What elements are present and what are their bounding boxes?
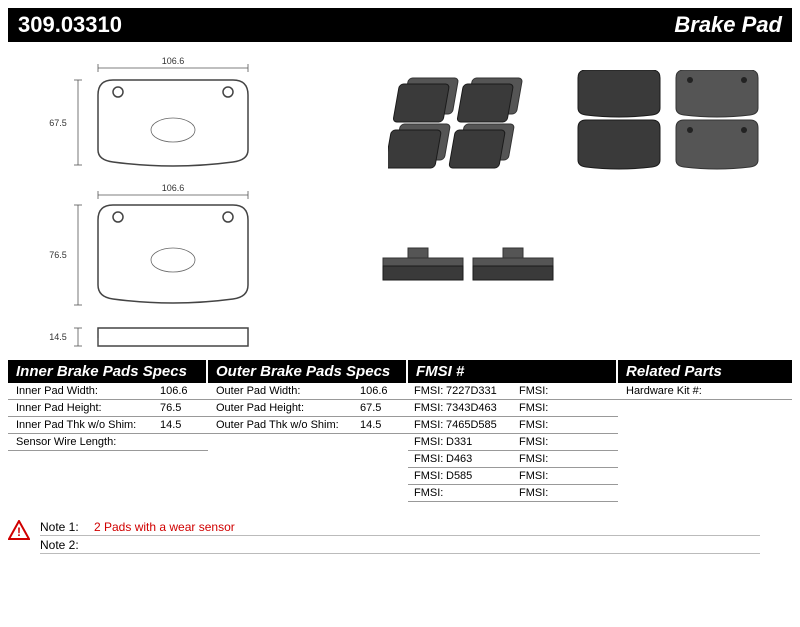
dim-top-height: 67.5 bbox=[49, 118, 67, 128]
header-bar: 309.03310 Brake Pad bbox=[8, 8, 792, 42]
inner-specs-heading: Inner Brake Pads Specs bbox=[8, 360, 208, 383]
notes-section: ! Note 1: 2 Pads with a wear sensor Note… bbox=[8, 520, 792, 556]
engineering-drawing: 106.6 67.5 106.6 76.5 14.5 bbox=[28, 50, 288, 360]
spec-row: Outer Pad Width:106.6 bbox=[208, 383, 408, 400]
warning-icon: ! bbox=[8, 520, 30, 540]
related-heading: Related Parts bbox=[618, 360, 792, 383]
spec-row: Inner Pad Height:76.5 bbox=[8, 400, 208, 417]
fmsi-heading: FMSI # bbox=[408, 360, 618, 383]
dim-side-thickness: 14.5 bbox=[49, 332, 67, 342]
fmsi-subcol-1: FMSI:7227D331 FMSI:7343D463 FMSI:7465D58… bbox=[408, 383, 513, 502]
pad-photo-iso bbox=[388, 70, 528, 170]
svg-text:!: ! bbox=[17, 525, 21, 539]
fmsi-col: FMSI # FMSI:7227D331 FMSI:7343D463 FMSI:… bbox=[408, 360, 618, 502]
outer-specs-col: Outer Brake Pads Specs Outer Pad Width:1… bbox=[208, 360, 408, 502]
spec-row: Sensor Wire Length: bbox=[8, 434, 208, 451]
note-1: Note 1: 2 Pads with a wear sensor bbox=[40, 520, 760, 536]
spec-row: Outer Pad Height:67.5 bbox=[208, 400, 408, 417]
pad-photo-front bbox=[568, 70, 768, 170]
inner-specs-col: Inner Brake Pads Specs Inner Pad Width:1… bbox=[8, 360, 208, 502]
dim-bottom-height: 76.5 bbox=[49, 250, 67, 260]
fmsi-subcol-2: FMSI: FMSI: FMSI: FMSI: FMSI: FMSI: FMSI… bbox=[513, 383, 618, 502]
dim-bottom-width: 106.6 bbox=[162, 183, 185, 193]
specs-section: Inner Brake Pads Specs Inner Pad Width:1… bbox=[8, 360, 792, 502]
image-area: 106.6 67.5 106.6 76.5 14.5 bbox=[8, 50, 792, 360]
related-parts-col: Related Parts Hardware Kit #: bbox=[618, 360, 792, 502]
spec-row: Inner Pad Thk w/o Shim:14.5 bbox=[8, 417, 208, 434]
pad-photo-side bbox=[378, 240, 558, 290]
note-2: Note 2: bbox=[40, 538, 760, 554]
spec-row: Inner Pad Width:106.6 bbox=[8, 383, 208, 400]
part-number: 309.03310 bbox=[18, 12, 122, 38]
spec-row: Hardware Kit #: bbox=[618, 383, 792, 400]
dim-top-width: 106.6 bbox=[162, 56, 185, 66]
product-title: Brake Pad bbox=[674, 12, 782, 38]
spec-row: Outer Pad Thk w/o Shim:14.5 bbox=[208, 417, 408, 434]
outer-specs-heading: Outer Brake Pads Specs bbox=[208, 360, 408, 383]
